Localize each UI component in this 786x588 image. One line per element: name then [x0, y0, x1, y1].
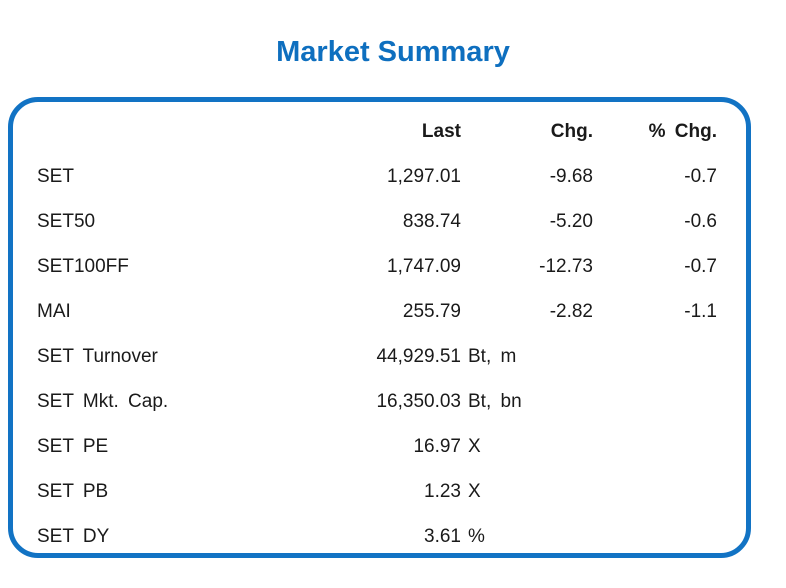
pchg-value: -0.7: [684, 255, 717, 277]
row-label: SET100FF: [37, 255, 129, 277]
row-label: SET Mkt. Cap.: [37, 390, 169, 412]
table-row: SET100FF 1,747.09 -12.73 -0.7: [13, 244, 746, 289]
table-row: SET DY 3.61 %: [13, 514, 746, 553]
chg-value: -12.73: [539, 255, 593, 277]
last-value: 255.79: [402, 300, 461, 322]
header-pchg: % Chg.: [648, 120, 717, 142]
row-label: SET PE: [37, 435, 109, 457]
last-unit: %: [468, 525, 485, 547]
pchg-value: -0.7: [684, 165, 717, 187]
last-value: 3.61: [424, 525, 461, 547]
table-row: SET PE 16.97 X: [13, 424, 746, 469]
table-row: SET 1,297.01 -9.68 -0.7: [13, 154, 746, 199]
last-value: 16.97: [413, 435, 461, 457]
row-label: SET Turnover: [37, 345, 158, 367]
pchg-value: -0.6: [684, 210, 717, 232]
last-value: 1,747.09: [387, 255, 461, 277]
table-row: SET50 838.74 -5.20 -0.6: [13, 199, 746, 244]
row-label: MAI: [37, 300, 71, 322]
header-chg: Chg.: [550, 120, 593, 142]
row-label: SET PB: [37, 480, 109, 502]
last-value: 838.74: [402, 210, 461, 232]
last-unit: Bt, m: [468, 345, 517, 367]
last-unit: X: [468, 435, 481, 457]
header-last: Last: [421, 120, 461, 142]
market-summary-table: Last Chg. % Chg. SET 1,297.01 -9.68 -0.7…: [13, 102, 746, 553]
table-row: MAI 255.79 -2.82 -1.1: [13, 289, 746, 334]
chg-value: -2.82: [549, 300, 593, 322]
row-label: SET: [37, 165, 74, 187]
last-value: 44,929.51: [376, 345, 461, 367]
page-title: Market Summary: [276, 36, 510, 68]
chg-value: -5.20: [549, 210, 593, 232]
row-label: SET50: [37, 210, 96, 232]
last-value: 1.23: [424, 480, 461, 502]
last-unit: Bt, bn: [468, 390, 522, 412]
row-label: SET DY: [37, 525, 110, 547]
last-value: 1,297.01: [387, 165, 461, 187]
chg-value: -9.68: [549, 165, 593, 187]
table-row: SET PB 1.23 X: [13, 469, 746, 514]
last-unit: X: [468, 480, 481, 502]
pchg-value: -1.1: [684, 300, 717, 322]
last-value: 16,350.03: [376, 390, 461, 412]
table-row: SET Turnover 44,929.51 Bt, m: [13, 334, 746, 379]
table-header-row: Last Chg. % Chg.: [13, 109, 746, 154]
table-row: SET Mkt. Cap. 16,350.03 Bt, bn: [13, 379, 746, 424]
market-summary-panel: Last Chg. % Chg. SET 1,297.01 -9.68 -0.7…: [8, 97, 751, 558]
